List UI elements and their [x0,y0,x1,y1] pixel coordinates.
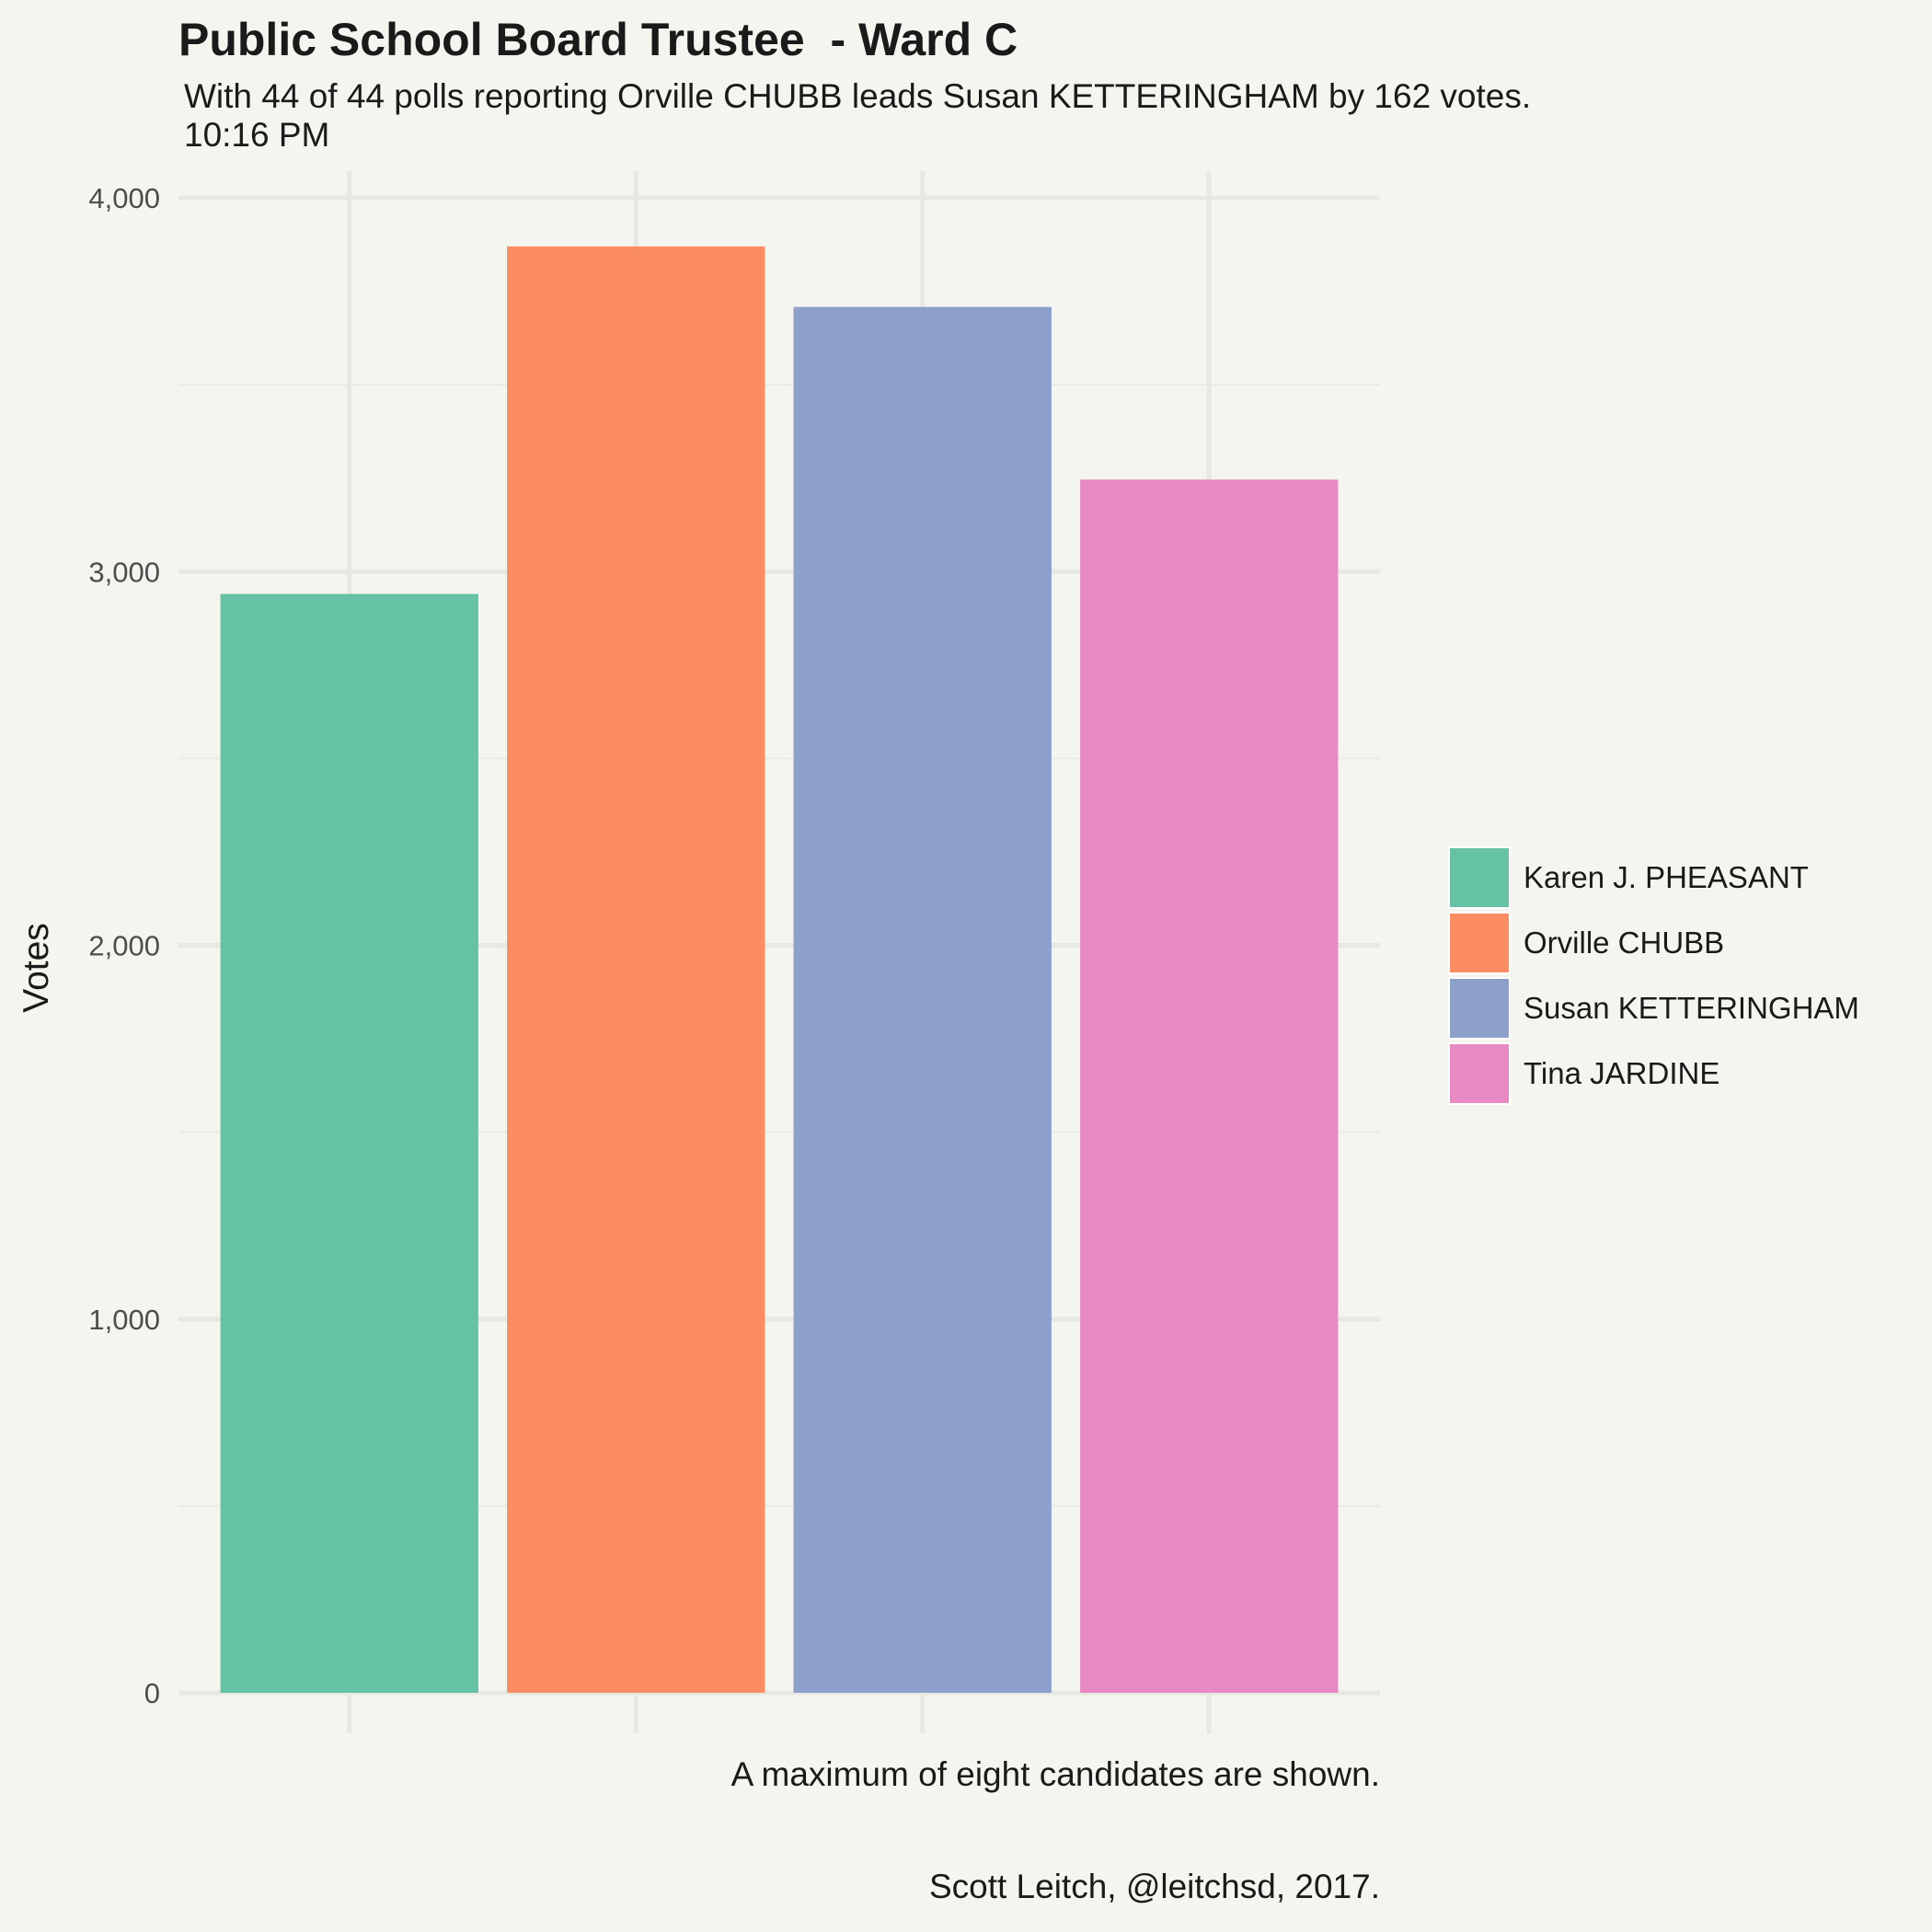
y-tick-label: 1,000 [88,1304,160,1336]
legend-label: Susan KETTERINGHAM [1524,990,1859,1025]
legend-item: Susan KETTERINGHAM [1448,975,1859,1041]
legend-label: Orville CHUBB [1524,925,1725,960]
legend-item: Karen J. PHEASANT [1448,845,1859,910]
subtitle-line-1: With 44 of 44 polls reporting Orville CH… [184,77,1532,115]
chart-subtitle: With 44 of 44 polls reporting Orville CH… [184,77,1531,155]
legend-swatch [1448,845,1511,909]
legend-label: Tina JARDINE [1524,1055,1720,1090]
y-axis-title: Votes [17,923,56,1013]
legend-swatch [1448,911,1511,974]
y-axis-ticks: 0 1,000 2,000 3,000 4,000 [88,182,160,1709]
bar [793,306,1052,1693]
legend-item: Tina JARDINE [1448,1041,1859,1106]
y-tick-label: 4,000 [88,182,160,214]
legend-label: Karen J. PHEASANT [1524,859,1809,894]
subtitle-line-2: 10:16 PM [184,116,330,154]
bar [1080,479,1339,1693]
bar [507,246,765,1693]
caption-note: A maximum of eight candidates are shown. [730,1755,1380,1793]
y-tick-label: 0 [144,1677,160,1709]
bar [220,593,478,1693]
chart-title: Public School Board Trustee - Ward C [178,14,1018,65]
legend-item: Orville CHUBB [1448,910,1859,975]
y-tick-label: 2,000 [88,930,160,962]
legend-swatch [1448,1041,1511,1105]
legend: Karen J. PHEASANT Orville CHUBB Susan KE… [1448,845,1859,1106]
y-tick-label: 3,000 [88,556,160,588]
legend-swatch [1448,976,1511,1040]
caption-credit: Scott Leitch, @leitchsd, 2017. [928,1868,1380,1905]
bars [220,246,1339,1693]
